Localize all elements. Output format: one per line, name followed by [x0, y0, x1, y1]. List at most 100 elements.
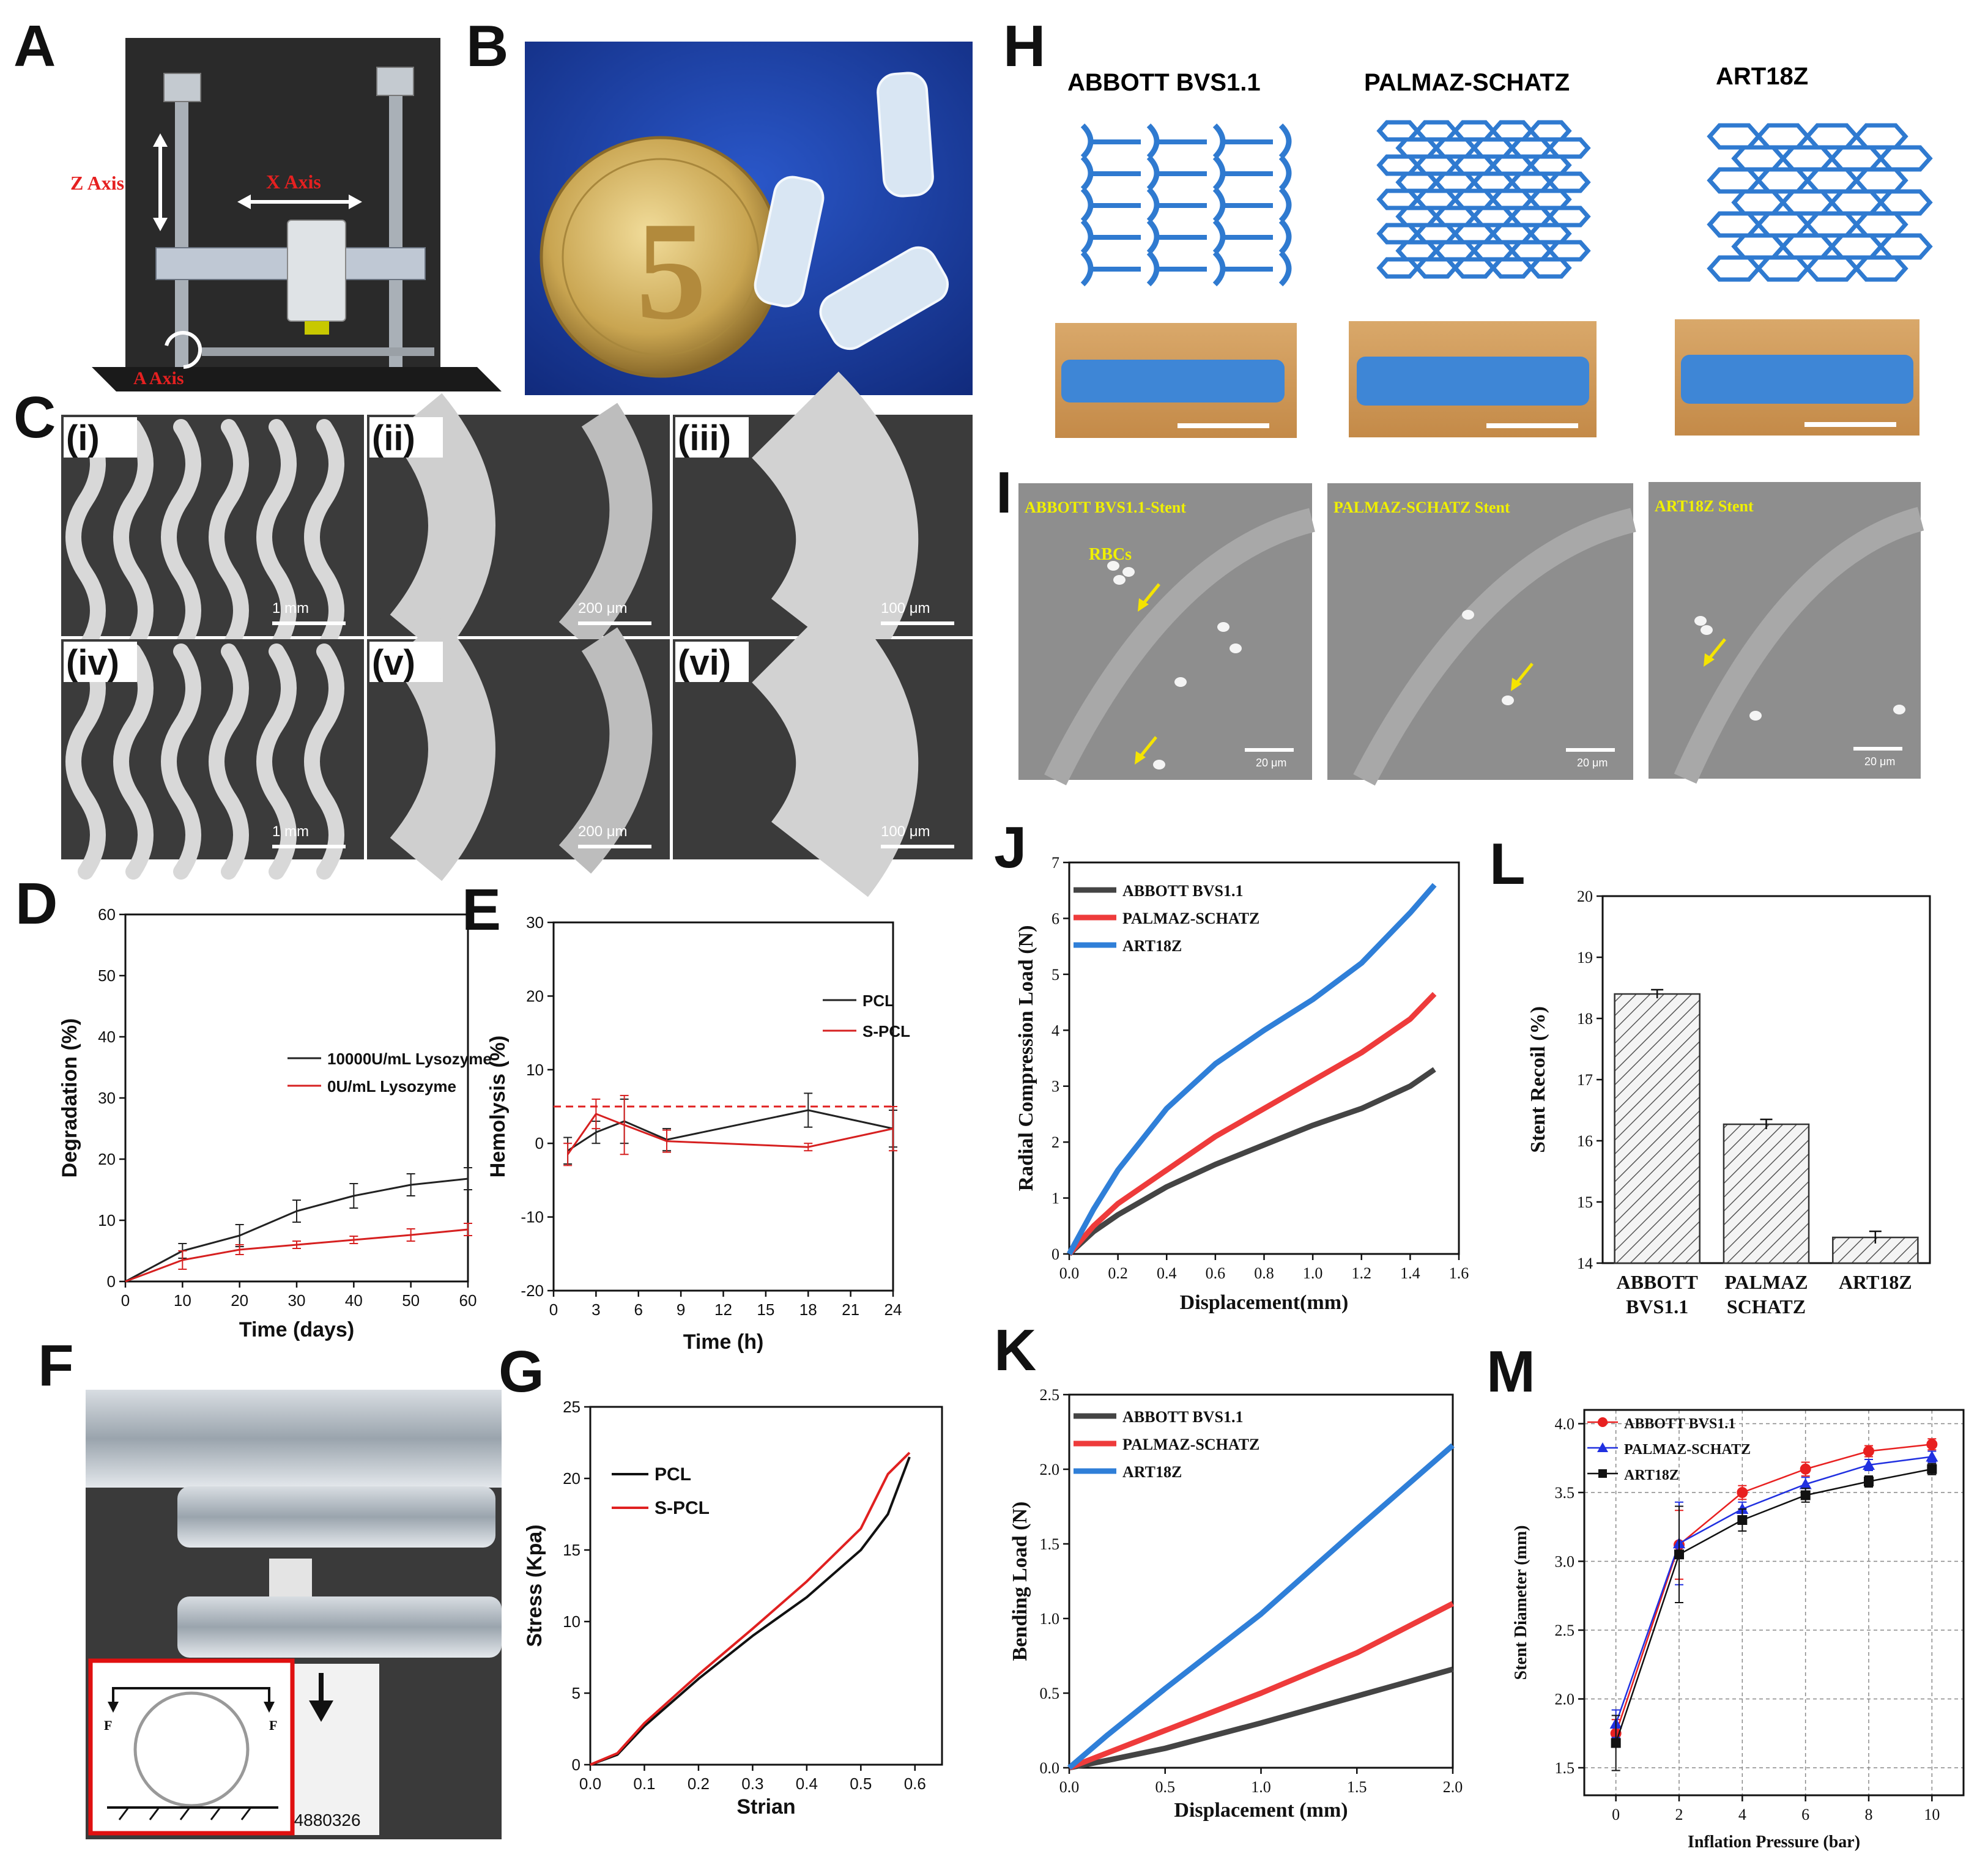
f-barcode-text: 04880326 — [284, 1811, 361, 1830]
x-tick-label: 0.0 — [579, 1774, 601, 1793]
sem-image-3: (iii) 100 μm — [673, 371, 973, 674]
y-tick-label: 20 — [563, 1469, 580, 1488]
legend-marker — [1597, 1442, 1608, 1452]
y-tick-label: 2.5 — [1555, 1622, 1575, 1639]
a-axis-label: A Axis — [133, 368, 184, 388]
y-tick-label: 40 — [98, 1028, 116, 1046]
data-point — [1926, 1450, 1938, 1462]
x-tick-label: 0.1 — [633, 1774, 655, 1793]
y-tick-label: 18 — [1577, 1010, 1593, 1028]
i-rbc-label: RBCs — [1089, 545, 1132, 564]
x-tick-label: 0.4 — [796, 1774, 818, 1793]
bar — [1614, 993, 1701, 1264]
x-tick-label: 3 — [592, 1300, 600, 1319]
h-scalebar-1 — [1178, 423, 1269, 428]
series-line — [1067, 1443, 1455, 1770]
x-tick-label: 18 — [799, 1300, 817, 1319]
y-tick-label: 0.5 — [1040, 1685, 1060, 1702]
series-line — [1615, 1456, 1932, 1724]
h-title-abbott: ABBOTT BVS1.1 — [1067, 69, 1261, 96]
legend-label: PCL — [655, 1464, 691, 1485]
x-tick-label: 0.2 — [688, 1774, 710, 1793]
stent-sample-3 — [819, 246, 949, 350]
legend-marker — [1598, 1469, 1607, 1478]
data-point — [1800, 1490, 1811, 1500]
y-tick-label: 1.5 — [1555, 1759, 1575, 1777]
f-force-left: F — [104, 1718, 112, 1733]
series-line — [590, 1452, 911, 1766]
y-tick-label: 4.0 — [1555, 1415, 1575, 1433]
h-scalebar-2 — [1486, 423, 1578, 428]
y-tick-label: 10 — [563, 1612, 580, 1631]
category-label: BVS1.1 — [1626, 1296, 1688, 1318]
panel-e: E 0 3 6 9 12 15 18 21 24 -20 -10 0 10 20 30 Time (h) Hem… — [462, 877, 910, 1354]
panel-letter-m: M — [1486, 1339, 1535, 1404]
x-tick-label: 0 — [1612, 1806, 1620, 1823]
y-tick-label: 25 — [563, 1398, 580, 1416]
i-sem-image-2: PALMAZ-SCHATZ Stent 20 μm — [1327, 483, 1636, 786]
y-tick-label: 2.0 — [1555, 1691, 1575, 1708]
print-head — [287, 220, 346, 322]
panel-f: F 04880326 F F — [38, 1333, 502, 1839]
y-tick-label: 2 — [1051, 1133, 1059, 1151]
x-tick-label: 1.5 — [1347, 1778, 1367, 1796]
rbc-cell — [1122, 567, 1135, 577]
plot-frame — [589, 1406, 943, 1766]
x-tick-label: 0.8 — [1254, 1264, 1274, 1282]
y-axis-label: Hemolysis (%) — [486, 1036, 510, 1177]
panel-d: D 0 10 20 30 40 50 60 0 10 20 30 40 50 60 Time (days) D… — [15, 871, 492, 1341]
i-sem-title: ART18Z Stent — [1655, 497, 1754, 515]
h-photo-abbott — [1055, 323, 1297, 438]
data-point — [1674, 1549, 1684, 1560]
legend-label: ABBOTT BVS1.1 — [1122, 882, 1243, 900]
sem-scalebar-label: 100 μm — [881, 600, 930, 617]
y-tick-label: 3.0 — [1555, 1553, 1575, 1571]
x-axis-label: Inflation Pressure (bar) — [1688, 1833, 1860, 1852]
data-point — [1799, 1478, 1812, 1489]
f-lower-plate — [177, 1596, 502, 1658]
series-line — [567, 1109, 894, 1152]
series-line — [1067, 883, 1437, 1256]
bar — [1832, 1236, 1919, 1264]
x-tick-label: 30 — [288, 1291, 306, 1310]
panel-letter-a: A — [13, 13, 56, 79]
x-tick-label: 60 — [459, 1291, 477, 1310]
i-scalebar — [1566, 748, 1615, 752]
data-point — [1864, 1477, 1874, 1486]
series-line — [566, 1113, 894, 1155]
x-tick-label: 1.2 — [1352, 1264, 1372, 1282]
i-scalebar-label: 20 μm — [1864, 755, 1895, 768]
i-sem-image-3: ART18Z Stent 20 μm — [1649, 482, 1924, 784]
y-tick-label: 19 — [1577, 949, 1593, 966]
apparatus-base — [92, 367, 502, 391]
rotary-mandrel — [202, 347, 434, 356]
y-tick-label: 0 — [1051, 1245, 1059, 1263]
rotation-arrow — [165, 331, 202, 369]
sem-image-2: (ii) 200 μm — [367, 393, 670, 658]
legend-label: ART18Z — [1122, 937, 1182, 955]
y-axis-label: Stent Recoil (%) — [1527, 1006, 1549, 1153]
sem-sublabel: (ii) — [372, 418, 415, 458]
h-design-art18z — [1707, 123, 1933, 282]
x-axis-label: X Axis — [266, 171, 321, 193]
series-line — [1615, 1468, 1932, 1743]
legend-label: PALMAZ-SCHATZ — [1122, 1436, 1259, 1453]
i-scalebar-label: 20 μm — [1577, 757, 1608, 769]
x-tick-label: 1.0 — [1251, 1778, 1271, 1796]
y-tick-label: 4 — [1051, 1022, 1059, 1039]
x-tick-label: 1.0 — [1303, 1264, 1323, 1282]
h-photo-palmaz — [1349, 321, 1597, 437]
data-point — [1927, 1464, 1937, 1474]
data-point — [1926, 1439, 1938, 1450]
sem-image-5: (v) 200 μm — [367, 617, 670, 881]
y-tick-label: 1.0 — [1040, 1610, 1060, 1628]
x-tick-label: 0.5 — [1155, 1778, 1176, 1796]
legend-label: S-PCL — [862, 1022, 910, 1040]
category-label: ART18Z — [1839, 1271, 1912, 1293]
panel-letter-f: F — [38, 1333, 74, 1398]
x-tick-label: 0.2 — [1108, 1264, 1128, 1282]
rbc-cell — [1107, 561, 1119, 571]
category-label: PALMAZ — [1724, 1271, 1808, 1293]
y-tick-label: 3.5 — [1555, 1484, 1575, 1502]
